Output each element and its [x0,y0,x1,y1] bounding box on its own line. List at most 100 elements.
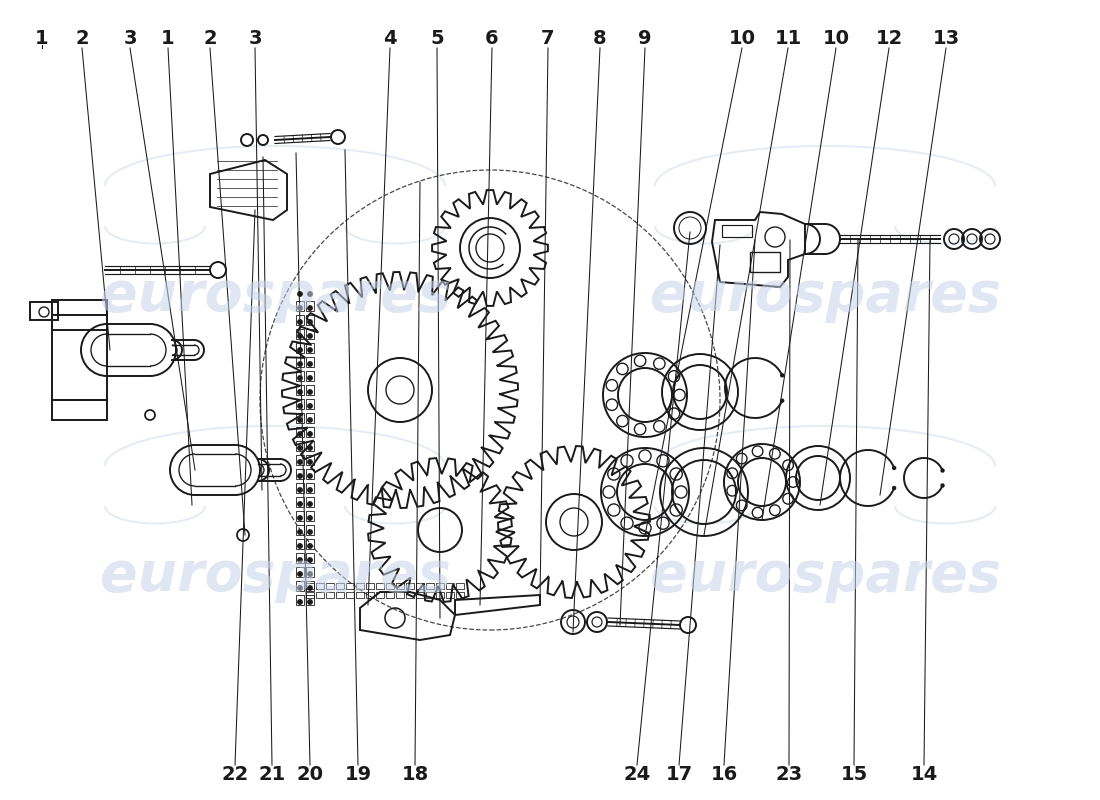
Circle shape [308,530,312,534]
Bar [306,315,313,325]
Text: 3: 3 [249,29,262,47]
Bar [306,582,313,589]
Circle shape [308,390,312,394]
Bar [446,582,454,589]
Circle shape [308,376,312,380]
Text: 15: 15 [840,766,868,785]
Bar [376,582,384,589]
Bar [306,329,313,339]
Circle shape [298,600,302,604]
Circle shape [781,374,783,377]
Bar [306,591,313,598]
Text: 12: 12 [876,29,903,47]
Bar [296,413,304,423]
Circle shape [298,334,302,338]
Bar [356,582,364,589]
Text: eurospares: eurospares [650,549,1000,603]
Bar [416,591,424,598]
Circle shape [298,502,302,506]
Bar [426,591,434,598]
Circle shape [308,362,312,366]
Bar [406,591,414,598]
Text: 21: 21 [258,766,286,785]
Bar [306,441,313,451]
Text: 10: 10 [823,29,849,47]
Bar [456,591,464,598]
Text: 4: 4 [383,29,397,47]
Text: 3: 3 [123,29,136,47]
Text: 23: 23 [776,766,803,785]
Bar [316,582,324,589]
Bar [346,582,354,589]
Text: 7: 7 [541,29,554,47]
Bar [306,469,313,479]
Bar [296,595,304,605]
Circle shape [298,376,302,380]
Circle shape [308,502,312,506]
Circle shape [308,460,312,464]
Bar [296,511,304,521]
Circle shape [308,348,312,352]
Bar [376,591,384,598]
Bar [296,315,304,325]
Bar [306,581,313,591]
Bar [296,371,304,381]
Circle shape [298,572,302,576]
Bar [306,455,313,465]
Circle shape [298,306,302,310]
Bar [336,582,344,589]
Bar [296,567,304,577]
Text: 20: 20 [297,766,323,785]
Bar [296,441,304,451]
Circle shape [308,516,312,520]
Circle shape [298,488,302,492]
Circle shape [298,362,302,366]
Bar [386,591,394,598]
Text: 1: 1 [35,29,48,47]
Circle shape [308,600,312,604]
Bar [306,399,313,409]
Bar [296,385,304,395]
Bar [316,591,324,598]
Bar [296,553,304,563]
Circle shape [892,466,895,470]
Bar [296,539,304,549]
Bar [306,567,313,577]
Circle shape [298,530,302,534]
Bar [366,591,374,598]
Circle shape [308,432,312,436]
Circle shape [308,586,312,590]
Bar [306,553,313,563]
Bar [436,582,444,589]
Bar [306,343,313,353]
Bar [396,582,404,589]
Circle shape [308,292,312,296]
Bar [296,427,304,437]
Bar [296,483,304,493]
Text: 14: 14 [911,766,937,785]
Text: eurospares: eurospares [100,269,450,323]
Bar [296,497,304,507]
Circle shape [308,404,312,408]
Bar [306,413,313,423]
Bar [722,225,752,237]
Circle shape [298,404,302,408]
Text: 8: 8 [593,29,607,47]
Text: 16: 16 [711,766,738,785]
Text: 11: 11 [774,29,802,47]
Bar [346,591,354,598]
Bar [306,371,313,381]
Circle shape [308,446,312,450]
Circle shape [308,306,312,310]
Bar [326,582,334,589]
Text: 24: 24 [624,766,650,785]
Bar [426,582,434,589]
Bar [296,581,304,591]
Circle shape [298,390,302,394]
Bar [306,357,313,367]
Text: eurospares: eurospares [100,549,450,603]
Circle shape [308,334,312,338]
Bar [326,591,334,598]
Bar [52,400,107,420]
Bar [406,582,414,589]
